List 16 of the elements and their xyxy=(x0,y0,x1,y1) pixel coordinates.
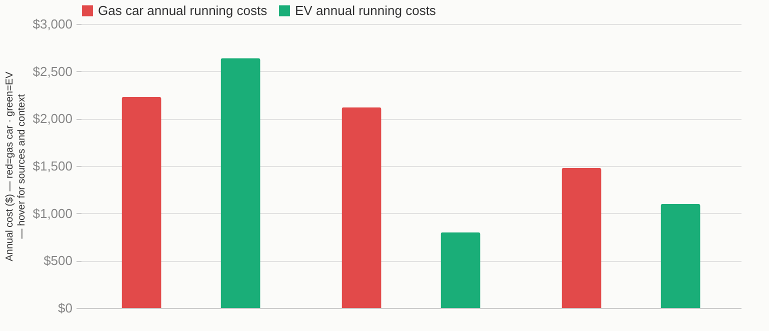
bar xyxy=(660,204,700,308)
bar xyxy=(220,58,260,308)
y-tick-label: $2,500 xyxy=(32,64,72,79)
y-tick-label: $3,000 xyxy=(32,16,72,32)
y-tick-label: $2,000 xyxy=(32,111,72,126)
bar xyxy=(122,96,162,308)
y-axis-title: Annual cost ($) — red=gas car · green=EV — hover for sources and context xyxy=(4,71,28,262)
y-tick-label: $0 xyxy=(58,300,72,316)
y-tick-label: $500 xyxy=(44,253,72,268)
y-tick-label: $1,000 xyxy=(32,206,72,221)
bar xyxy=(440,232,480,308)
bar xyxy=(562,168,602,308)
bar xyxy=(342,107,382,308)
y-tick-label: $1,500 xyxy=(32,158,72,174)
legend-label: EV annual running costs xyxy=(295,2,436,18)
legend-label: Gas car annual running costs xyxy=(98,2,268,18)
